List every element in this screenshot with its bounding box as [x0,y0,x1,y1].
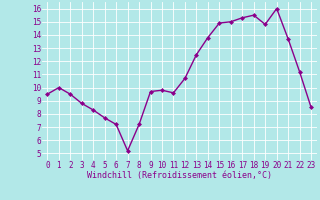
X-axis label: Windchill (Refroidissement éolien,°C): Windchill (Refroidissement éolien,°C) [87,171,272,180]
